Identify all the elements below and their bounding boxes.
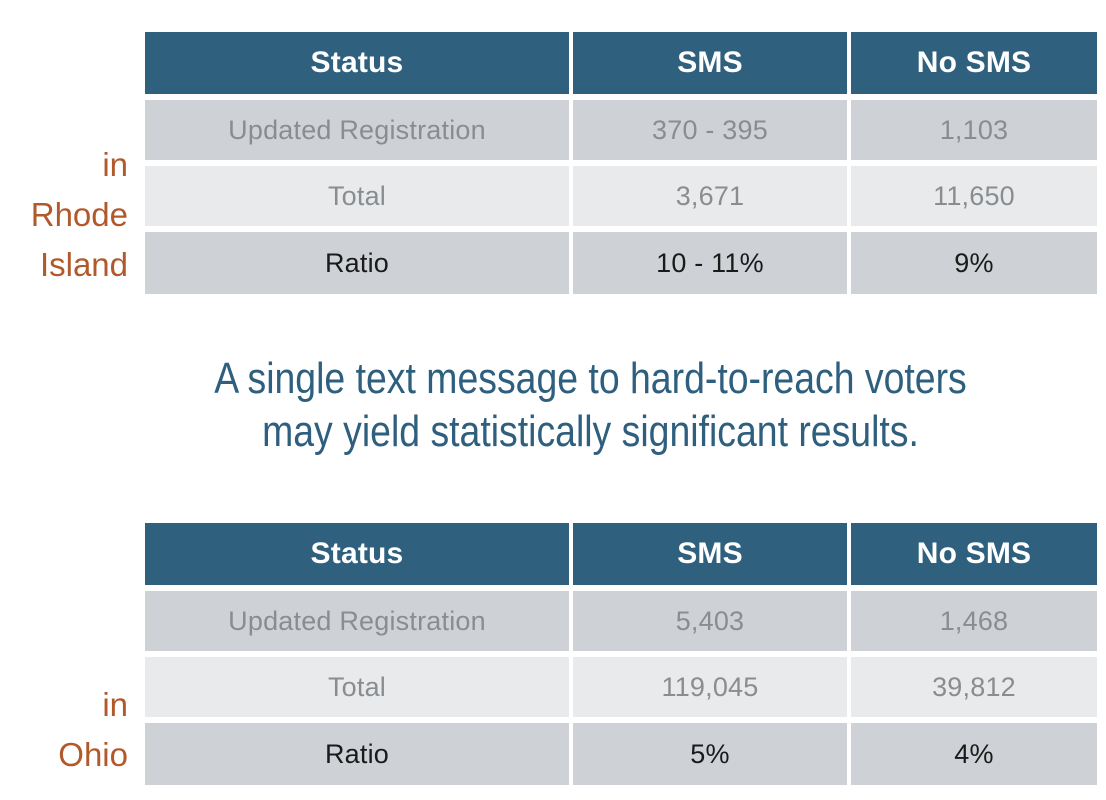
- column-header-no-sms: No SMS: [851, 523, 1097, 585]
- table-cell-no-sms: 1,468: [851, 591, 1097, 651]
- region-label-line: Ohio: [58, 736, 128, 773]
- table-cell-sms: 5%: [573, 723, 847, 785]
- table-cell-status: Total: [145, 166, 569, 226]
- table-cell-no-sms: 11,650: [851, 166, 1097, 226]
- column-header-no-sms: No SMS: [851, 32, 1097, 94]
- table-cell-no-sms: 4%: [851, 723, 1097, 785]
- table-cell-status: Ratio: [145, 723, 569, 785]
- table-cell-no-sms: 9%: [851, 232, 1097, 294]
- table-cell-sms: 5,403: [573, 591, 847, 651]
- rhode-island-table: Status SMS No SMS Updated Registration 3…: [145, 32, 1097, 294]
- region-label-line: Island: [39, 246, 128, 283]
- table-cell-no-sms: 39,812: [851, 657, 1097, 717]
- table-cell-status: Ratio: [145, 232, 569, 294]
- column-header-status: Status: [145, 523, 569, 585]
- table-cell-status: Total: [145, 657, 569, 717]
- table-cell-sms: 119,045: [573, 657, 847, 717]
- table-cell-status: Updated Registration: [145, 591, 569, 651]
- column-header-sms: SMS: [573, 32, 847, 94]
- table-cell-no-sms: 1,103: [851, 100, 1097, 160]
- region-label-line: in: [102, 146, 128, 183]
- region-label-line: in: [102, 686, 128, 723]
- callout-message-line-1: A single text message to hard-to-reach v…: [214, 354, 967, 403]
- table-cell-sms: 10 - 11%: [573, 232, 847, 294]
- column-header-status: Status: [145, 32, 569, 94]
- table-cell-sms: 370 - 395: [573, 100, 847, 160]
- callout-message-line-2: may yield statistically significant resu…: [262, 407, 919, 456]
- region-label-ohio: in Ohio: [0, 680, 128, 780]
- column-header-sms: SMS: [573, 523, 847, 585]
- callout-message: A single text message to hard-to-reach v…: [152, 352, 1028, 458]
- ohio-table: Status SMS No SMS Updated Registration 5…: [145, 523, 1097, 785]
- region-label-rhode-island: in Rhode Island: [0, 140, 128, 290]
- table-cell-sms: 3,671: [573, 166, 847, 226]
- region-label-line: Rhode: [30, 196, 128, 233]
- table-cell-status: Updated Registration: [145, 100, 569, 160]
